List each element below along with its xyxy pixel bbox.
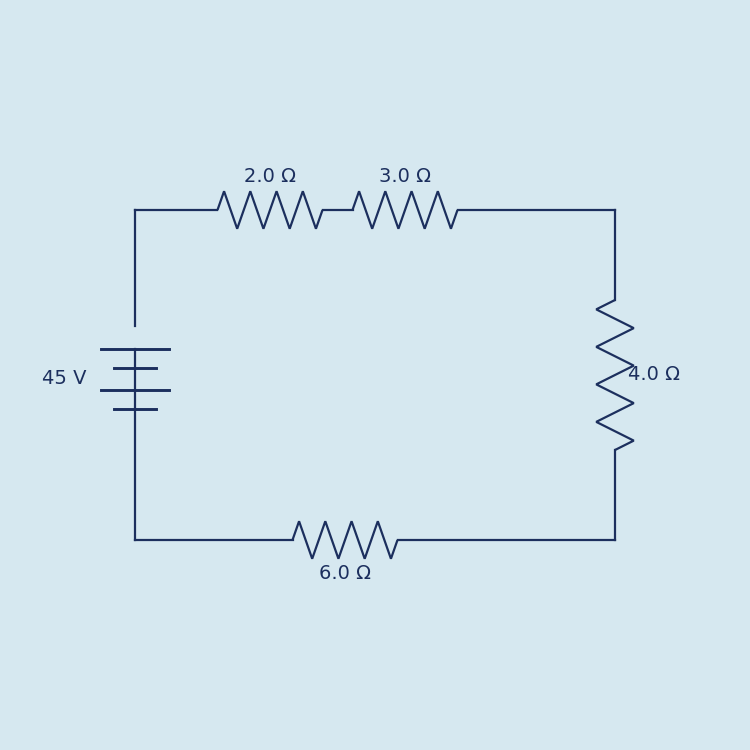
Text: 2.0 Ω: 2.0 Ω (244, 167, 296, 186)
Text: 4.0 Ω: 4.0 Ω (628, 365, 680, 385)
Text: 3.0 Ω: 3.0 Ω (379, 167, 431, 186)
Text: 6.0 Ω: 6.0 Ω (319, 564, 371, 583)
Text: 45 V: 45 V (42, 369, 86, 388)
